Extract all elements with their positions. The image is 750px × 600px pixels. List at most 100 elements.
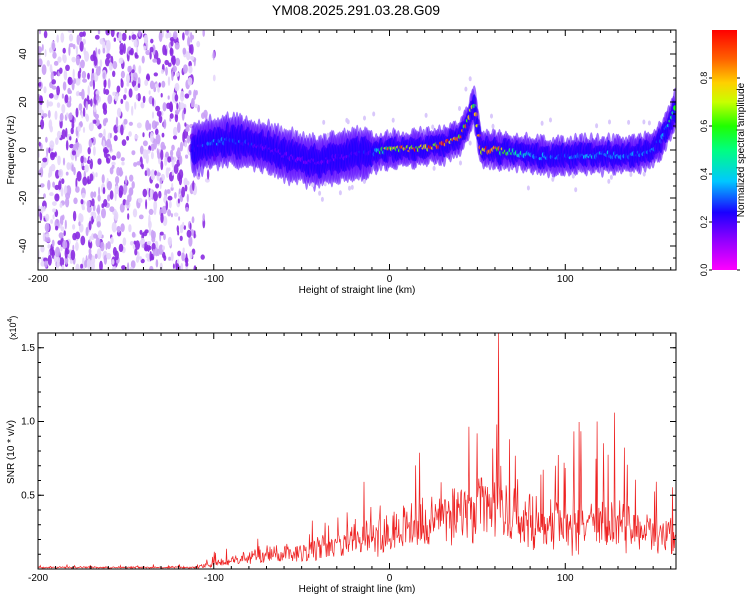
noise-blob	[149, 131, 154, 143]
noise-blob	[90, 191, 94, 199]
noise-blob	[111, 259, 115, 265]
noise-blob	[107, 78, 111, 89]
noise-blob	[40, 205, 44, 214]
signal-speckle	[318, 190, 322, 196]
noise-blob	[66, 112, 69, 117]
noise-blob	[128, 224, 132, 233]
noise-blob	[103, 199, 108, 207]
noise-blob	[185, 207, 189, 212]
noise-blob	[140, 258, 145, 264]
noise-blob	[59, 257, 65, 267]
noise-blob	[123, 183, 128, 194]
noise-blob	[156, 57, 161, 65]
noise-blob	[174, 42, 180, 50]
noise-blob	[155, 183, 160, 189]
noise-blob	[163, 119, 167, 130]
noise-blob	[90, 261, 95, 270]
noise-blob	[68, 33, 74, 42]
noise-blob	[109, 190, 114, 200]
noise-blob	[111, 155, 117, 161]
noise-blob	[178, 216, 181, 221]
noise-blob	[129, 187, 134, 196]
noise-blob	[153, 86, 157, 93]
noise-blob	[39, 183, 45, 188]
noise-blob	[160, 160, 164, 171]
noise-blob	[47, 254, 52, 266]
noise-blob	[112, 61, 118, 70]
noise-blob	[99, 59, 103, 68]
noise-blob	[65, 171, 69, 176]
noise-blob	[123, 94, 127, 100]
y-tick-label: 1.0	[21, 417, 35, 428]
spectrogram-y-axis-label: Frequency (Hz)	[6, 116, 17, 185]
noise-blob	[48, 172, 51, 179]
noise-blob	[93, 191, 97, 198]
noise-blob	[165, 167, 169, 179]
noise-blob	[56, 261, 60, 269]
noise-blob	[173, 164, 179, 174]
noise-blob	[42, 157, 48, 163]
noise-blob	[121, 161, 125, 166]
noise-blob	[105, 39, 111, 51]
noise-blob	[185, 126, 190, 132]
noise-blob	[78, 221, 81, 227]
noise-blob	[60, 226, 65, 232]
noise-blob	[131, 105, 134, 116]
noise-blob	[200, 254, 205, 260]
noise-blob	[144, 229, 149, 234]
noise-blob	[142, 188, 148, 198]
noise-blob	[107, 94, 113, 105]
noise-blob	[70, 249, 76, 261]
spectrogram-x-axis-label: Height of straight line (km)	[299, 285, 416, 296]
noise-blob	[52, 181, 55, 188]
noise-blob	[118, 185, 124, 197]
noise-blob	[71, 150, 76, 156]
noise-blob	[154, 83, 159, 88]
noise-blob	[171, 169, 174, 176]
noise-blob	[134, 101, 137, 110]
noise-blob	[149, 188, 153, 199]
noise-blob	[81, 192, 86, 199]
noise-blob	[145, 119, 150, 131]
noise-blob	[89, 173, 94, 182]
noise-blob	[52, 208, 57, 213]
noise-blob	[56, 256, 61, 263]
noise-blob	[49, 140, 55, 149]
noise-blob	[63, 230, 66, 237]
noise-blob	[202, 30, 205, 37]
signal-speckle	[372, 111, 376, 117]
noise-blob	[188, 89, 192, 96]
noise-blob	[158, 31, 163, 42]
noise-blob	[75, 45, 78, 56]
noise-blob	[164, 59, 169, 66]
noise-blob	[188, 44, 192, 54]
noise-blob	[123, 118, 128, 125]
noise-blob	[131, 150, 136, 156]
noise-blob	[165, 32, 169, 39]
noise-blob	[133, 240, 137, 245]
noise-blob	[72, 210, 77, 222]
signal-speckle	[551, 176, 555, 182]
noise-blob	[134, 54, 139, 59]
noise-blob	[102, 140, 106, 149]
x-tick-label: -100	[204, 274, 224, 285]
noise-blob	[75, 107, 79, 118]
noise-blob	[80, 235, 86, 246]
noise-blob	[80, 59, 85, 69]
signal-speckle	[391, 117, 395, 123]
noise-blob	[131, 34, 137, 40]
noise-blob	[164, 156, 168, 166]
noise-blob	[140, 101, 145, 109]
spectrogram-signal-area	[190, 76, 676, 202]
noise-blob	[187, 77, 193, 86]
x-tick-label: 100	[557, 573, 574, 584]
noise-blob	[82, 78, 88, 83]
noise-blob	[67, 76, 71, 84]
noise-blob	[104, 89, 110, 95]
noise-blob	[139, 145, 144, 155]
noise-blob	[142, 95, 146, 104]
noise-blob	[46, 147, 49, 158]
noise-blob	[86, 258, 92, 270]
noise-blob	[161, 205, 167, 215]
